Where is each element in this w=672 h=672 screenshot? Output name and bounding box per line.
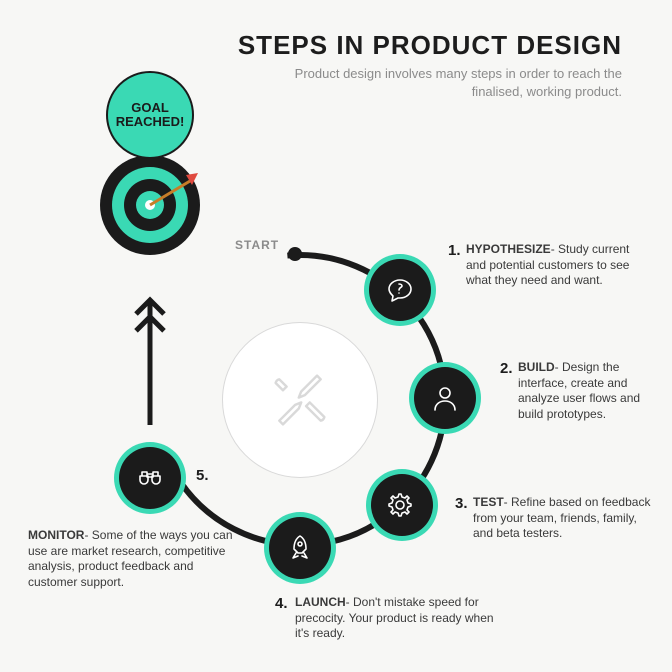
gears-icon [388,491,416,519]
step-text-3: TEST- Refine based on feedback from your… [473,495,653,542]
step-number-5: 5. [196,467,209,484]
step-text-5: MONITOR- Some of the ways you can use ar… [28,528,238,590]
goal-badge: GOAL REACHED! [106,71,194,159]
step-number-4: 4. [275,595,288,612]
step-text-1: HYPOTHESIZE- Study current and potential… [466,242,646,289]
step-text-2: BUILD- Design the interface, create and … [518,360,658,422]
binoculars-icon [136,464,164,492]
step-title-2: BUILD [518,360,555,374]
step-number-1: 1. [448,242,461,259]
person-icon [431,384,459,412]
rocket-icon [286,534,314,562]
step-node-5 [114,442,186,514]
step-node-1 [364,254,436,326]
step-title-4: LAUNCH [295,595,346,609]
step-number-3: 3. [455,495,468,512]
step-node-3 [366,469,438,541]
step-title-3: TEST [473,495,504,509]
step-title-5: MONITOR [28,528,84,542]
target-icon [98,153,202,257]
wrench-screwdriver-icon [272,372,328,428]
center-tools-circle [222,322,378,478]
step-node-4 [264,512,336,584]
diagram-canvas: START 1. HYPOTHESIZE- Study current and po… [0,0,672,672]
speech-question-icon [386,276,414,304]
start-label: START [235,238,279,252]
step-number-2: 2. [500,360,513,377]
step-node-2 [409,362,481,434]
step-title-1: HYPOTHESIZE [466,242,551,256]
step-text-4: LAUNCH- Don't mistake speed for precocit… [295,595,495,642]
